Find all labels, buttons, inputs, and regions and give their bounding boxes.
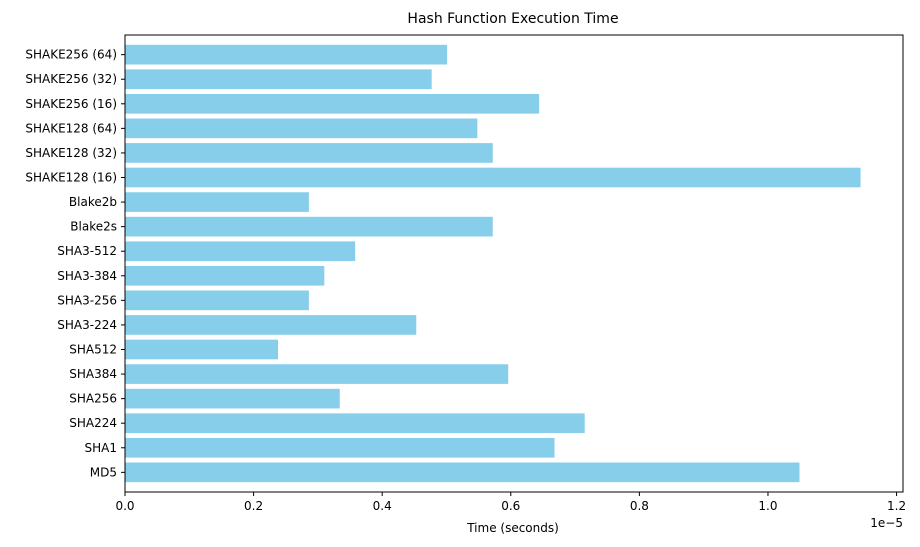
y-tick-label: SHA512 <box>69 342 117 356</box>
bar <box>125 241 356 262</box>
x-tick-label: 1.0 <box>758 499 777 513</box>
y-tick-label: SHA3-512 <box>57 244 117 258</box>
bar <box>125 93 540 114</box>
bar <box>125 118 478 139</box>
y-tick-label: SHA3-256 <box>57 293 117 307</box>
y-tick-label: SHAKE256 (16) <box>25 97 117 111</box>
bar <box>125 216 493 237</box>
y-tick-label: SHAKE256 (32) <box>25 72 117 86</box>
chart-title: Hash Function Execution Time <box>407 11 618 27</box>
y-tick-label: SHA3-224 <box>57 318 117 332</box>
bar <box>125 413 585 434</box>
y-tick-label: Blake2s <box>70 220 117 234</box>
y-tick-label: Blake2b <box>69 195 117 209</box>
bar <box>125 462 800 483</box>
x-tick-label: 0.2 <box>244 499 263 513</box>
y-tick-label: SHAKE256 (64) <box>25 48 117 62</box>
bar <box>125 437 555 458</box>
bar <box>125 143 493 163</box>
bar <box>125 388 340 409</box>
x-tick-label: 0.8 <box>630 499 649 513</box>
y-tick-label: SHA3-384 <box>57 269 117 283</box>
x-axis-label: Time (seconds) <box>466 521 559 535</box>
x-tick-label: 0.6 <box>501 499 520 513</box>
y-tick-label: MD5 <box>90 465 117 479</box>
bar <box>125 290 309 311</box>
x-axis-ticks: 0.0 0.2 0.4 0.6 0.8 1.0 1.2 <box>115 492 906 513</box>
bars-group <box>125 44 861 483</box>
x-axis-offset-text: 1e−5 <box>870 516 903 530</box>
y-tick-label: SHAKE128 (16) <box>25 171 117 185</box>
y-tick-label: SHAKE128 (64) <box>25 121 117 135</box>
bar <box>125 44 448 65</box>
y-tick-label: SHA384 <box>69 367 117 381</box>
x-tick-label: 0.0 <box>115 499 134 513</box>
bar <box>125 265 325 286</box>
bar <box>125 167 861 188</box>
bar <box>125 315 417 335</box>
plot-frame <box>124 34 904 493</box>
y-tick-label: SHA1 <box>85 441 117 455</box>
bar <box>125 339 279 360</box>
bar <box>125 192 309 212</box>
y-axis-ticks: MD5 SHA1 SHA224 SHA256 SHA384 SHA512 SHA3-224 S… <box>25 48 125 479</box>
x-tick-label: 0.4 <box>373 499 392 513</box>
bar <box>125 69 432 90</box>
x-tick-label: 1.2 <box>887 499 906 513</box>
y-tick-label: SHA224 <box>69 416 117 430</box>
bar <box>125 364 509 384</box>
y-tick-label: SHAKE128 (32) <box>25 146 117 160</box>
y-tick-label: SHA256 <box>69 392 117 406</box>
